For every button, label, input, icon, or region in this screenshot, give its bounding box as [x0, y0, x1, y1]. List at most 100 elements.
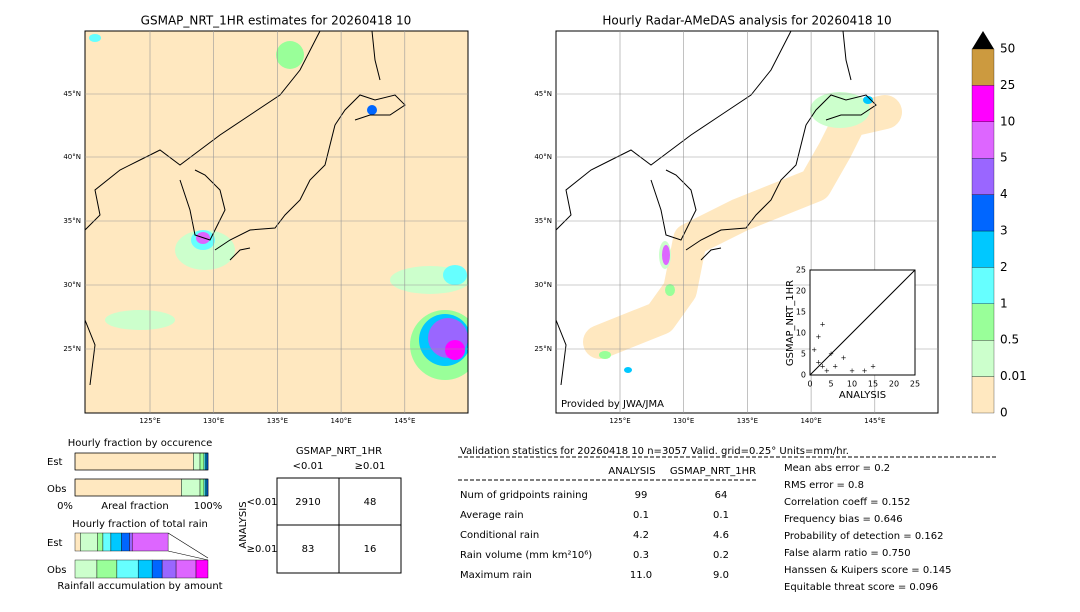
colorbar-label: 3	[1000, 224, 1008, 238]
lat-label: 25°N	[534, 345, 552, 353]
stat-value: 4.6	[713, 530, 729, 541]
scatter-point: +	[849, 367, 855, 375]
score: Correlation coeff = 0.152	[784, 497, 910, 508]
row-label: ≥0.01	[247, 544, 278, 555]
lon-label: 130°E	[673, 417, 694, 425]
axis-label: 100%	[194, 501, 223, 512]
fraction-segment	[74, 559, 98, 579]
y-tick-label: 0	[801, 371, 806, 380]
fraction-segment	[116, 559, 139, 579]
lat-label: 45°N	[63, 90, 81, 98]
fraction-segment	[193, 452, 201, 471]
scatter-point: +	[828, 350, 834, 358]
colorbar-bin	[971, 376, 995, 414]
fraction-segment	[175, 559, 197, 579]
fraction-segment	[129, 532, 133, 552]
x-tick-label: 5	[828, 380, 833, 389]
stat-value: 11.0	[630, 570, 652, 581]
map-title: GSMAP_NRT_1HR estimates for 20260418 10	[141, 14, 412, 28]
fraction-segment	[74, 532, 81, 552]
y-tick-label: 10	[796, 329, 806, 338]
y-tick-label: 15	[796, 308, 806, 317]
x-tick-label: 25	[910, 380, 920, 389]
fraction-segment	[199, 452, 205, 471]
scatter-point: +	[841, 354, 847, 362]
colorbar-extend	[972, 31, 994, 49]
x-tick-label: 15	[868, 380, 878, 389]
row-label: Obs	[47, 565, 66, 576]
panel-title: Hourly fraction of total rain	[72, 519, 208, 530]
map-frame	[555, 30, 939, 414]
fraction-segment	[131, 532, 169, 552]
fraction-segment	[74, 478, 182, 497]
map-frame	[84, 30, 469, 414]
lon-label: 145°E	[864, 417, 885, 425]
row-label: Est	[47, 538, 63, 549]
colorbar-label: 0.5	[1000, 333, 1019, 347]
axis-label: Areal fraction	[101, 501, 168, 512]
score: RMS error = 0.8	[784, 480, 864, 491]
table-cell: 16	[364, 544, 377, 555]
stat-value: 99	[635, 490, 648, 501]
table-cell: 48	[364, 497, 377, 508]
stat-value: 9.0	[713, 570, 729, 581]
colorbar-bin	[971, 121, 995, 159]
colorbar-label: 50	[1000, 42, 1015, 56]
y-tick-label: 20	[796, 287, 806, 296]
row-label: Obs	[47, 484, 66, 495]
colorbar-label: 0.01	[1000, 369, 1027, 383]
stat-label: Rain volume (mm km²10⁶)	[460, 550, 592, 561]
column-label: <0.01	[293, 461, 324, 472]
fraction-segment	[102, 532, 112, 552]
y-axis-label: GSMAP_NRT_1HR	[785, 280, 796, 366]
scatter-point: +	[862, 367, 868, 375]
fraction-segment	[97, 532, 104, 552]
fraction-segment	[161, 559, 177, 579]
stat-value: 4.2	[633, 530, 649, 541]
row-label: <0.01	[247, 497, 278, 508]
colorbar-label: 10	[1000, 114, 1015, 128]
fraction-segment	[195, 559, 209, 579]
fraction-segment	[80, 532, 98, 552]
stat-label: Conditional rain	[460, 530, 539, 541]
stats-header: Validation statistics for 20260418 10 n=…	[460, 446, 849, 457]
stat-label: Num of gridpoints raining	[460, 490, 588, 501]
scatter-point: +	[811, 346, 817, 354]
y-tick-label: 5	[801, 350, 806, 359]
column-label: ≥0.01	[355, 461, 386, 472]
lat-label: 40°N	[63, 153, 81, 161]
colorbar-bin	[971, 85, 995, 122]
colorbar-label: 1	[1000, 296, 1008, 310]
fraction-segment	[74, 452, 194, 471]
lat-label: 35°N	[534, 217, 552, 225]
colorbar-label: 0	[1000, 406, 1008, 420]
stat-value: 64	[715, 490, 728, 501]
panel-title: Hourly fraction by occurence	[68, 438, 212, 449]
stat-value: 0.2	[713, 550, 729, 561]
lat-label: 45°N	[534, 90, 552, 98]
table-cell: 2910	[295, 497, 320, 508]
score: Frequency bias = 0.646	[784, 514, 903, 525]
scatter-point: +	[815, 333, 821, 341]
fraction-segment	[137, 559, 153, 579]
map-title: Hourly Radar-AMeDAS analysis for 2026041…	[602, 14, 891, 28]
score: False alarm ratio = 0.750	[784, 548, 911, 559]
fraction-segment	[110, 532, 122, 552]
fraction-frame	[74, 452, 209, 471]
left-map	[85, 31, 468, 413]
diagonal	[809, 269, 916, 376]
score: Probability of detection = 0.162	[784, 531, 943, 542]
table-title: GSMAP_NRT_1HR	[296, 446, 382, 457]
column-label: GSMAP_NRT_1HR	[670, 466, 756, 477]
stat-value: 0.1	[633, 510, 649, 521]
lon-label: 130°E	[203, 417, 224, 425]
stat-value: 0.1	[713, 510, 729, 521]
scatter-point: +	[820, 321, 826, 329]
lon-label: 145°E	[394, 417, 415, 425]
fraction-segment	[96, 559, 118, 579]
lat-label: 35°N	[63, 217, 81, 225]
lat-label: 30°N	[534, 281, 552, 289]
lon-label: 140°E	[330, 417, 351, 425]
colorbar-label: 25	[1000, 78, 1015, 92]
